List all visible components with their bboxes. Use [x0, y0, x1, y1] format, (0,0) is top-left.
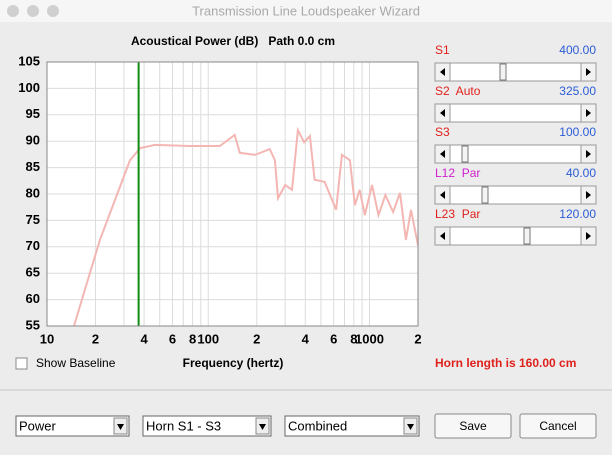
slider-value: 325.00: [559, 84, 596, 98]
close-button[interactable]: [7, 5, 19, 17]
slider-value: 40.00: [566, 166, 596, 180]
x-tick-label: 10: [40, 331, 54, 346]
slider-track[interactable]: [434, 62, 597, 82]
y-tick-label: 70: [26, 238, 40, 253]
button[interactable]: [434, 413, 512, 439]
dropdown[interactable]: [15, 415, 130, 437]
arrow-icon: [586, 109, 591, 117]
arrow-icon: [586, 150, 591, 158]
arrow-icon: [440, 150, 445, 158]
slider-thumb[interactable]: [461, 145, 469, 163]
x-tick-label: 6: [330, 331, 337, 346]
slider-value: 100.00: [559, 125, 596, 139]
arrow-icon: [117, 424, 124, 430]
x-tick-label: 6: [169, 331, 176, 346]
slider-track[interactable]: [434, 103, 597, 123]
button[interactable]: [519, 413, 597, 439]
x-tick-label: 2: [414, 331, 421, 346]
arrow-icon: [440, 191, 445, 199]
x-tick-label: 100: [197, 331, 219, 346]
arrow-icon: [440, 68, 445, 76]
arrow-icon: [440, 232, 445, 240]
data-line: [73, 126, 419, 327]
slider-label: S3: [435, 125, 450, 139]
slider-value: 400.00: [559, 43, 596, 57]
x-axis-label: Frequency (hertz): [183, 356, 284, 370]
y-tick-label: 55: [26, 317, 40, 332]
x-tick-label: 4: [302, 331, 310, 346]
x-tick-label: 2: [92, 331, 99, 346]
x-tick-label: 1000: [355, 331, 384, 346]
x-tick-label: 8: [350, 331, 357, 346]
dropdown[interactable]: [142, 415, 272, 437]
slider-thumb[interactable]: [523, 227, 531, 245]
y-tick-label: 80: [26, 185, 40, 200]
dropdown[interactable]: [284, 415, 420, 437]
slider-track[interactable]: [434, 185, 597, 205]
x-tick-label: 2: [253, 331, 260, 346]
dropdown-value[interactable]: Power: [19, 418, 57, 433]
button-label[interactable]: Cancel: [539, 419, 576, 433]
arrow-icon: [586, 191, 591, 199]
slider-label: L23 Par: [435, 207, 480, 221]
controls: S1 400.00 S2 Auto 325.00 S3 100.00 L12 Par 40.0…: [15, 43, 597, 439]
slider-value: 120.00: [559, 207, 596, 221]
status-text: Horn length is 160.00 cm: [435, 356, 576, 370]
checkbox-label[interactable]: Show Baseline: [36, 356, 116, 370]
title-bar: [0, 0, 612, 22]
arrow-icon: [586, 68, 591, 76]
zoom-button[interactable]: [47, 5, 59, 17]
minimize-button[interactable]: [27, 5, 39, 17]
arrow-icon: [259, 424, 266, 430]
arrow-icon: [586, 232, 591, 240]
button-label[interactable]: Save: [459, 419, 487, 433]
arrow-icon: [407, 424, 414, 430]
slider-thumb[interactable]: [481, 186, 489, 204]
plot-border: [46, 61, 419, 327]
x-tick-label: 4: [140, 331, 148, 346]
chart-title: Acoustical Power (dB) Path 0.0 cm: [131, 34, 335, 48]
y-tick-label: 90: [26, 133, 40, 148]
dropdown-value[interactable]: Horn S1 - S3: [146, 418, 221, 433]
slider-label: S1: [435, 43, 450, 57]
slider-label: L12 Par: [435, 166, 480, 180]
y-tick-label: 65: [26, 265, 40, 280]
y-tick-label: 60: [26, 291, 40, 306]
y-tick-label: 100: [18, 80, 40, 95]
slider-track[interactable]: [434, 226, 597, 246]
slider-label: S2 Auto: [435, 84, 481, 98]
y-tick-label: 105: [18, 53, 40, 68]
x-tick-label: 8: [189, 331, 196, 346]
y-tick-label: 95: [26, 106, 40, 121]
y-tick-label: 75: [26, 212, 40, 227]
window-title: Transmission Line Loudspeaker Wizard: [192, 3, 420, 18]
dropdown-value[interactable]: Combined: [288, 418, 347, 433]
slider-track[interactable]: [434, 144, 597, 164]
checkbox[interactable]: [15, 357, 28, 370]
arrow-icon: [440, 109, 445, 117]
y-tick-label: 85: [26, 159, 40, 174]
slider-thumb[interactable]: [499, 63, 507, 81]
